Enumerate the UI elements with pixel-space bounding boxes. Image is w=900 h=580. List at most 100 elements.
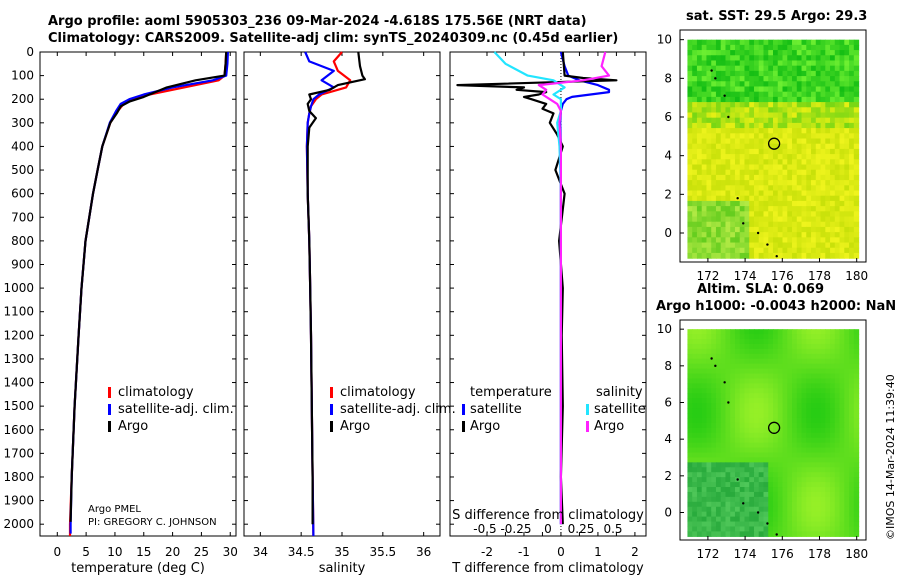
- map-cell: [696, 164, 703, 171]
- map-cell: [749, 190, 755, 197]
- map-cell: [701, 526, 708, 532]
- coastline-point: [775, 255, 778, 258]
- map-cell: [768, 195, 774, 202]
- map-y-tick-label: 10: [657, 33, 672, 47]
- map-cell: [815, 190, 822, 197]
- map-cell: [730, 368, 736, 375]
- map-cell: [792, 169, 798, 176]
- map-cell: [782, 102, 788, 108]
- map-cell: [834, 159, 841, 166]
- map-cell: [730, 408, 736, 414]
- map-cell: [806, 252, 812, 259]
- map-cell: [801, 487, 807, 493]
- map-cell: [715, 164, 722, 171]
- map-cell: [806, 363, 812, 370]
- map-cell: [792, 521, 798, 528]
- map-cell: [801, 148, 807, 155]
- map-cell: [692, 452, 698, 459]
- map-cell: [696, 221, 703, 228]
- map-cell: [777, 164, 784, 171]
- map-cell: [796, 343, 803, 350]
- map-cell: [834, 65, 841, 72]
- map-cell: [687, 247, 693, 254]
- map-cell: [768, 506, 774, 513]
- map-cell: [853, 200, 860, 207]
- map-cell: [825, 70, 831, 77]
- map-cell: [715, 242, 722, 249]
- map-cell: [834, 437, 841, 444]
- map-cell: [839, 65, 845, 72]
- map-cell: [834, 232, 841, 238]
- map-cell: [730, 339, 736, 345]
- map-cell: [768, 39, 774, 46]
- map-cell: [820, 96, 826, 103]
- map-cell: [853, 122, 860, 129]
- map-cell: [782, 44, 788, 51]
- map-cell: [777, 334, 784, 340]
- map-cell: [792, 472, 798, 478]
- map-cell: [811, 216, 817, 223]
- map-cell: [711, 39, 717, 46]
- map-cell: [763, 200, 769, 207]
- map-cell: [744, 398, 750, 404]
- map-cell: [830, 91, 836, 98]
- map-cell: [820, 472, 826, 478]
- map-cell: [734, 467, 741, 473]
- map-cell: [820, 363, 826, 370]
- coastline-point: [766, 522, 769, 525]
- map-cell: [853, 180, 860, 186]
- map-cell: [739, 398, 746, 404]
- map-cell: [787, 452, 793, 459]
- map-cell: [758, 65, 765, 72]
- map-cell: [811, 393, 817, 399]
- map-cell: [834, 403, 841, 409]
- map-cell: [839, 164, 845, 171]
- map-cell: [739, 242, 746, 249]
- map-cell: [787, 437, 793, 444]
- map-cell: [796, 422, 803, 429]
- map-cell: [844, 81, 850, 88]
- map-cell: [834, 378, 841, 385]
- map-cell: [834, 216, 841, 223]
- map-cell: [839, 506, 845, 513]
- map-cell: [687, 368, 693, 375]
- map-cell: [834, 422, 841, 429]
- map-cell: [715, 329, 722, 335]
- map-cell: [849, 143, 855, 150]
- map-cell: [753, 39, 760, 46]
- map-cell: [792, 334, 798, 340]
- map-cell: [753, 252, 760, 259]
- map-cell: [834, 252, 841, 259]
- map-cell: [820, 65, 826, 72]
- map-cell: [763, 133, 769, 140]
- map-cell: [792, 252, 798, 259]
- map-cell: [849, 65, 855, 72]
- map-frame: [679, 319, 867, 541]
- map-cell: [753, 247, 760, 254]
- map-cell: [753, 169, 760, 176]
- map-cell: [815, 378, 822, 385]
- map-cell: [730, 148, 736, 155]
- map-cell: [801, 358, 807, 365]
- map-cell: [753, 368, 760, 375]
- map-cell: [815, 531, 822, 537]
- map-cell: [696, 154, 703, 160]
- map-cell: [853, 159, 860, 166]
- map-cell: [815, 174, 822, 181]
- map-cell: [734, 398, 741, 404]
- map-cell: [720, 452, 727, 459]
- map-cell: [753, 221, 760, 228]
- map-cell: [687, 226, 693, 233]
- map-cell: [739, 487, 746, 493]
- map-cell: [749, 247, 755, 254]
- map-cell: [811, 531, 817, 537]
- map-cell: [720, 417, 727, 424]
- map-cell: [839, 76, 845, 82]
- map-cell: [706, 373, 712, 380]
- map-cell: [711, 447, 717, 454]
- map-cell: [739, 329, 746, 335]
- map-cell: [701, 247, 708, 254]
- map-cell: [820, 521, 826, 528]
- map-cell: [839, 339, 845, 345]
- map-cell: [739, 107, 746, 114]
